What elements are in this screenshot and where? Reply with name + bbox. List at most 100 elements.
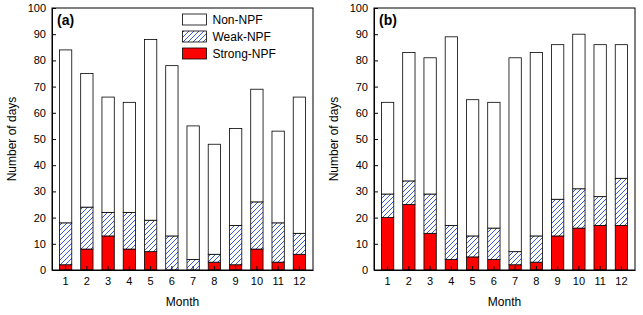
tick-label: 7 — [190, 275, 196, 287]
tick-label: 11 — [594, 275, 605, 287]
legend-label: Strong-NPF — [213, 47, 276, 61]
bar-segment — [293, 233, 305, 254]
bar-segment — [488, 228, 500, 259]
tick-label: 4 — [448, 275, 454, 287]
tick-mark — [52, 34, 56, 35]
tick-label: 20 — [356, 212, 368, 224]
tick: 1 — [385, 266, 391, 287]
tick: 80 — [34, 54, 56, 66]
tick-label: 3 — [105, 275, 111, 287]
tick: 1 — [63, 266, 69, 287]
bar-segment — [251, 202, 263, 249]
tick-mark — [108, 266, 109, 270]
bar-segment — [229, 265, 241, 270]
panel-title: (b) — [379, 12, 397, 28]
tick-mark — [52, 165, 56, 166]
tick-label: 3 — [427, 275, 433, 287]
bar-segment — [594, 225, 606, 270]
tick-mark — [52, 139, 56, 140]
tick: 3 — [427, 266, 433, 287]
tick: 80 — [356, 54, 378, 66]
axis-line — [375, 270, 636, 271]
tick-label: 80 — [34, 54, 46, 66]
tick-label: 100 — [28, 2, 46, 14]
tick-label: 12 — [293, 275, 305, 287]
bars — [381, 34, 627, 270]
bar-segment — [445, 260, 457, 270]
tick-mark — [374, 87, 378, 88]
tick: 4 — [448, 266, 454, 287]
tick: 12 — [615, 266, 627, 287]
bar-segment — [530, 53, 542, 236]
bar-segment — [573, 228, 585, 270]
plot-frame — [52, 8, 313, 270]
bar-segment — [144, 220, 156, 251]
tick-mark — [52, 244, 56, 245]
bar-segment — [403, 181, 415, 205]
bar-segment — [293, 97, 305, 233]
tick: 5 — [148, 266, 154, 287]
bar-segment — [445, 225, 457, 259]
bar-segment — [208, 262, 220, 270]
tick-mark — [52, 113, 56, 114]
tick: 30 — [34, 185, 56, 197]
bar-segment — [293, 254, 305, 270]
tick: 60 — [34, 107, 56, 119]
legend-swatch — [183, 48, 207, 59]
tick-mark — [52, 87, 56, 88]
bar-segment — [615, 45, 627, 179]
tick-mark — [621, 266, 622, 270]
tick-mark — [536, 266, 537, 270]
tick-mark — [600, 266, 601, 270]
bar-segment — [102, 236, 114, 270]
bar-segment — [530, 262, 542, 270]
bar-segment — [509, 58, 521, 252]
tick-mark — [171, 266, 172, 270]
tick-label: 10 — [34, 238, 46, 250]
bar-segment — [424, 58, 436, 194]
tick-mark — [374, 139, 378, 140]
tick: 8 — [211, 266, 217, 287]
tick-mark — [374, 218, 378, 219]
tick-mark — [557, 266, 558, 270]
bar-segment — [102, 212, 114, 236]
chart-root: 0102030405060708090100123456789101112(a)… — [0, 0, 643, 315]
y-axis-title: Number of days — [5, 97, 19, 182]
tick-mark — [374, 60, 378, 61]
tick-mark — [278, 266, 279, 270]
tick-mark — [578, 266, 579, 270]
tick: 7 — [190, 266, 196, 287]
bar-segment — [208, 254, 220, 262]
tick-mark — [430, 266, 431, 270]
tick-label: 80 — [356, 54, 368, 66]
tick-mark — [515, 266, 516, 270]
bar-segment — [123, 102, 135, 212]
y-axis: 0102030405060708090100 — [28, 2, 56, 276]
bar-segment — [488, 102, 500, 228]
bar-segment — [123, 249, 135, 270]
tick-mark — [374, 8, 378, 9]
tick-mark — [374, 34, 378, 35]
tick-mark — [214, 266, 215, 270]
tick-mark — [52, 191, 56, 192]
tick-mark — [52, 8, 56, 9]
bar-segment — [251, 89, 263, 202]
tick-label: 11 — [272, 275, 283, 287]
tick-mark — [193, 266, 194, 270]
bar-segment — [123, 212, 135, 249]
bar-segment — [445, 37, 457, 226]
tick-mark — [52, 218, 56, 219]
tick-label: 0 — [40, 264, 46, 276]
bars — [59, 39, 305, 270]
bar-segment — [81, 249, 93, 270]
bar-segment — [530, 236, 542, 262]
tick-mark — [256, 266, 257, 270]
bar-segment — [381, 194, 393, 218]
tick: 20 — [34, 212, 56, 224]
bar-segment — [81, 207, 93, 249]
tick-label: 50 — [356, 133, 368, 145]
tick-label: 20 — [34, 212, 46, 224]
bar-segment — [81, 74, 93, 208]
tick-mark — [235, 266, 236, 270]
tick-mark — [387, 266, 388, 270]
